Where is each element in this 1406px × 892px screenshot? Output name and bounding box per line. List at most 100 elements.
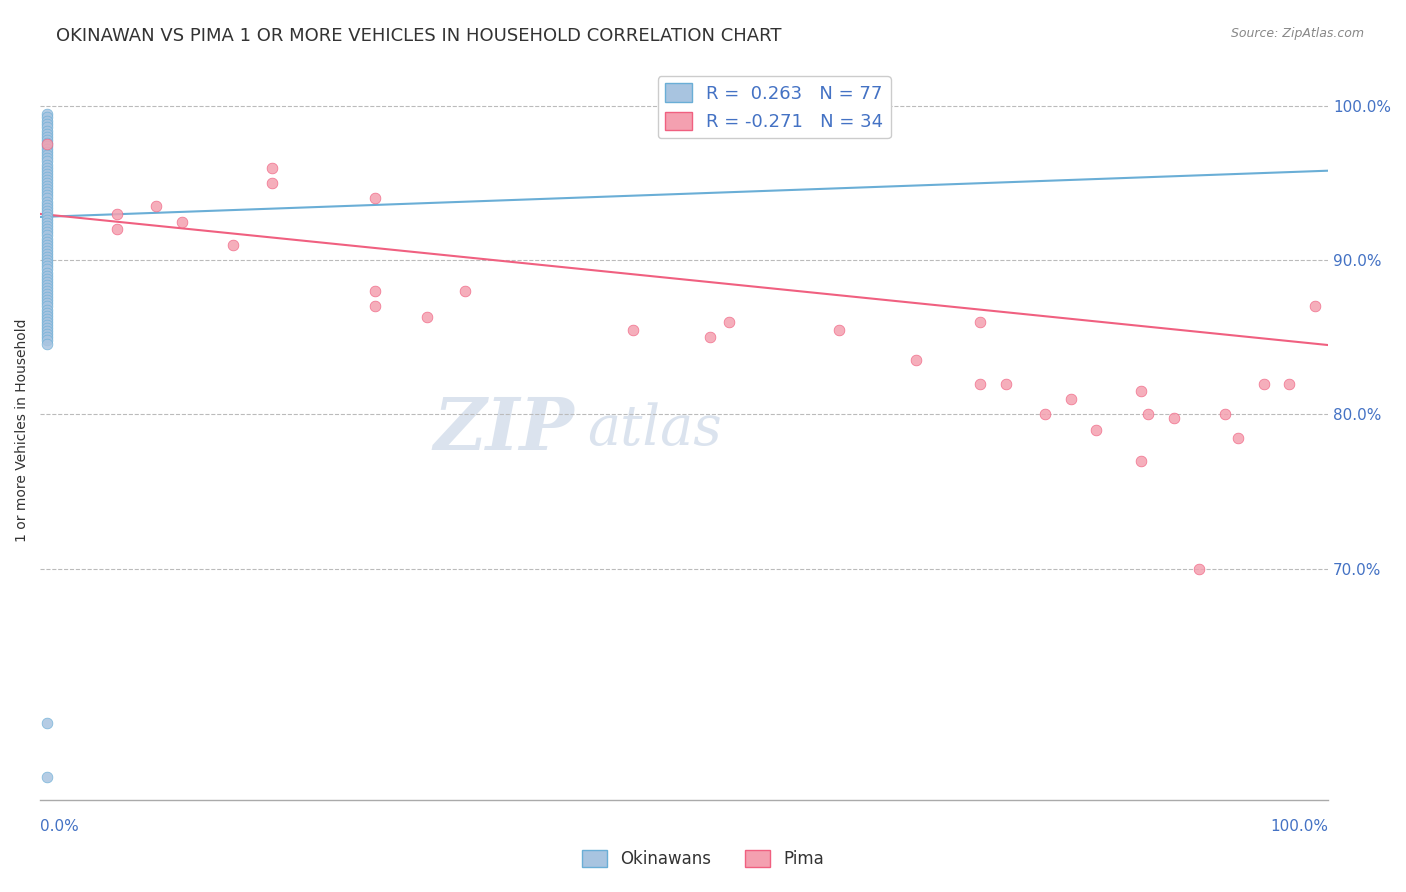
Point [35,300,58,314]
Point [35,253,58,268]
Point [35,287,58,301]
Point [35,311,58,326]
Point [35,277,58,292]
Point [1226,431,1249,445]
Point [35,163,58,178]
Point [1130,384,1153,399]
Point [35,188,58,202]
Point [35,327,58,342]
Point [35,324,58,338]
Point [969,315,991,329]
Point [35,169,58,184]
Point [35,117,58,131]
Point [364,300,387,314]
Point [35,216,58,230]
Point [35,330,58,344]
Point [718,315,741,329]
Point [35,148,58,162]
Point [1085,423,1108,437]
Point [904,353,927,368]
Point [35,318,58,332]
Text: ZIP: ZIP [434,394,575,466]
Point [35,182,58,196]
Text: 100.0%: 100.0% [1270,819,1329,834]
Point [222,237,245,252]
Point [35,256,58,270]
Point [35,302,58,317]
Point [35,290,58,304]
Point [699,330,721,344]
Point [35,213,58,227]
Point [35,123,58,137]
Text: OKINAWAN VS PIMA 1 OR MORE VEHICLES IN HOUSEHOLD CORRELATION CHART: OKINAWAN VS PIMA 1 OR MORE VEHICLES IN H… [56,27,782,45]
Point [35,275,58,289]
Point [35,309,58,323]
Point [35,231,58,245]
Point [35,271,58,285]
Point [1163,410,1185,425]
Point [1213,408,1236,422]
Point [828,323,851,337]
Point [1188,562,1211,576]
Point [35,157,58,171]
Legend: Okinawans, Pima: Okinawans, Pima [575,843,831,875]
Point [35,306,58,320]
Point [35,139,58,153]
Point [35,176,58,190]
Point [1303,300,1326,314]
Point [35,145,58,160]
Point [35,120,58,135]
Point [105,207,128,221]
Point [35,336,58,351]
Point [35,114,58,128]
Point [1059,392,1081,406]
Point [35,241,58,255]
Point [35,110,58,124]
Y-axis label: 1 or more Vehicles in Household: 1 or more Vehicles in Household [15,318,30,541]
Point [35,250,58,264]
Point [364,191,387,205]
Point [35,210,58,224]
Point [35,222,58,236]
Point [35,152,58,166]
Point [35,268,58,283]
Point [35,137,58,152]
Point [35,136,58,150]
Point [364,284,387,298]
Point [35,167,58,181]
Point [35,201,58,215]
Point [35,244,58,258]
Point [35,191,58,205]
Point [621,323,644,337]
Point [35,194,58,209]
Point [35,260,58,274]
Point [35,219,58,234]
Point [260,161,283,175]
Point [35,197,58,211]
Point [35,186,58,200]
Point [35,203,58,218]
Point [145,199,167,213]
Point [35,262,58,277]
Point [35,237,58,252]
Point [35,281,58,295]
Point [35,334,58,348]
Point [35,247,58,261]
Point [415,310,437,325]
Point [1033,408,1056,422]
Point [1136,408,1159,422]
Point [105,222,128,236]
Point [35,226,58,240]
Legend: R =  0.263   N = 77, R = -0.271   N = 34: R = 0.263 N = 77, R = -0.271 N = 34 [658,76,891,138]
Point [35,207,58,221]
Point [995,376,1018,391]
Point [35,129,58,144]
Text: 0.0%: 0.0% [41,819,79,834]
Point [35,154,58,169]
Point [1130,454,1153,468]
Point [969,376,991,391]
Point [35,266,58,280]
Point [35,173,58,187]
Point [35,321,58,335]
Point [35,315,58,329]
